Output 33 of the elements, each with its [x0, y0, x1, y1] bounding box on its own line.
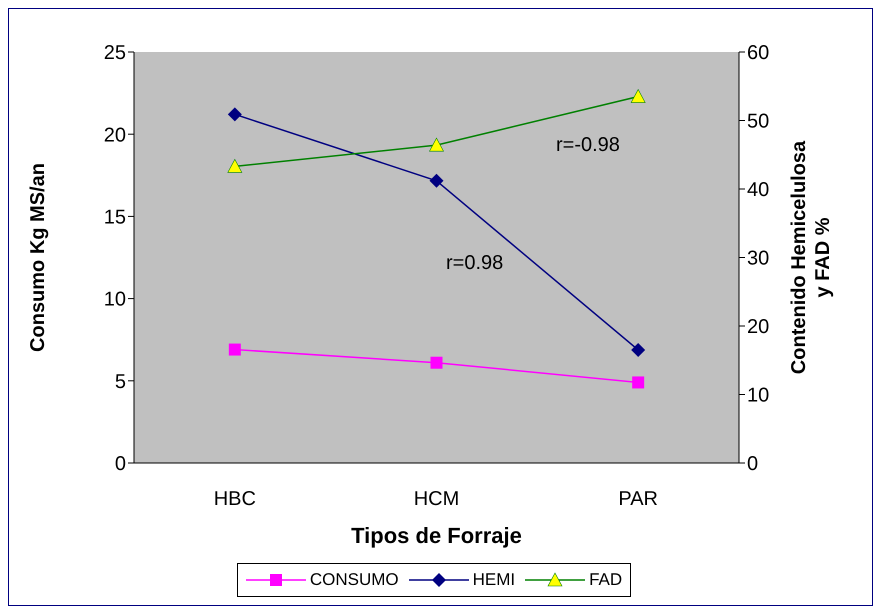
y-tick-label: 10: [104, 288, 126, 311]
y2-tick-label: 40: [747, 179, 770, 202]
y-tick-label: 5: [114, 370, 126, 393]
y2-tick-label: 0: [747, 453, 758, 476]
x-tick-label: HBC: [214, 488, 256, 510]
y-tick-label: 0: [114, 453, 126, 476]
annotation: r=0.98: [446, 252, 504, 275]
y2-tick-label: 50: [747, 110, 770, 133]
legend-label: HEMI: [472, 570, 516, 590]
point: [630, 89, 646, 103]
point: [632, 376, 644, 388]
annotation: r=-0.98: [556, 134, 620, 157]
y-tick-label: 15: [104, 206, 126, 228]
point: [430, 174, 444, 188]
legend-label: CONSUMO: [310, 570, 399, 590]
point: [228, 159, 242, 173]
x-axis-title: Tipos de Forraje: [351, 523, 522, 548]
point: [228, 107, 242, 122]
legend-label: FAD: [589, 570, 622, 590]
x-tick-label: PAR: [618, 488, 658, 510]
point: [429, 138, 444, 152]
y2-tick-label: 30: [747, 248, 770, 270]
x-tick-label: HCM: [414, 488, 460, 510]
point: [228, 344, 241, 356]
point: [631, 342, 646, 357]
y-tick-label: 20: [104, 124, 126, 146]
y2-tick-label: 20: [747, 316, 770, 338]
y-axis-title: Consumo Kg MS/an: [27, 163, 50, 352]
point: [430, 356, 442, 369]
y2-tick-label: 10: [747, 384, 770, 407]
y-tick-label: 25: [104, 42, 126, 64]
y2-axis-title: Contenido Hemicelulosa y FAD %: [788, 140, 834, 374]
y2-tick-label: 60: [747, 42, 770, 64]
